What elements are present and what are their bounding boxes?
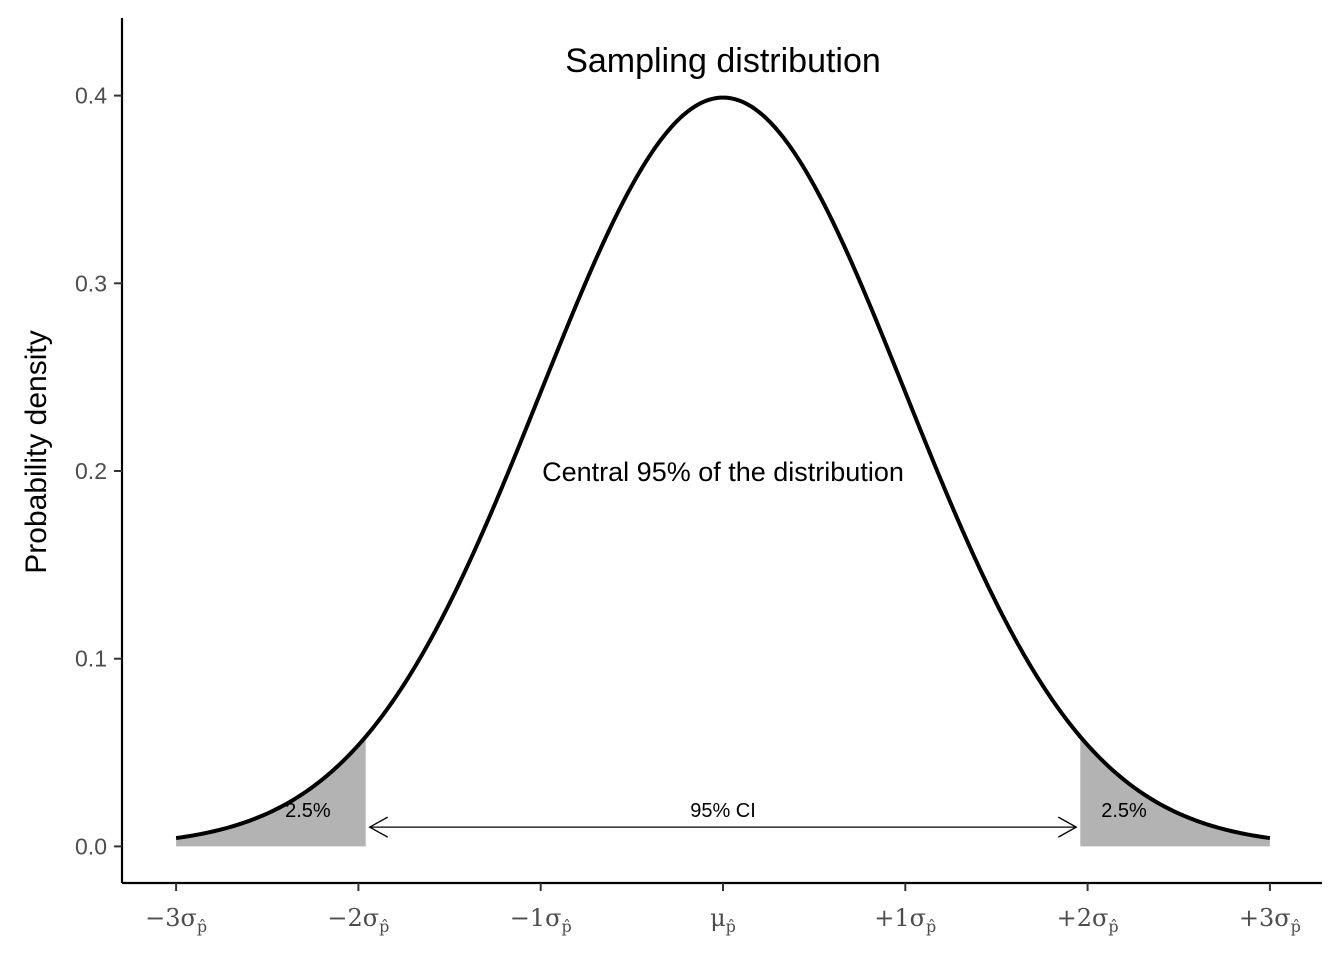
y-tick-label: 0.2 — [75, 458, 107, 484]
tail-percent-label-1: 2.5% — [285, 800, 331, 822]
x-tick-label: +1σp̂ — [874, 904, 936, 936]
y-tick-label: 0.4 — [75, 83, 107, 109]
tail-area-1 — [176, 736, 366, 847]
x-tick-label-main: −3σ — [145, 904, 197, 932]
y-tick-label: 0.0 — [75, 833, 107, 859]
x-tick-label-main: μ — [710, 904, 726, 932]
tail-shading — [176, 736, 1270, 847]
x-tick-label-subscript: p̂ — [1291, 917, 1301, 936]
ci-label: 95% CI — [690, 800, 756, 822]
axes — [120, 18, 1322, 885]
y-tick-label: 0.1 — [75, 646, 107, 672]
x-tick-label-main: +2σ — [1057, 904, 1109, 932]
x-tick-label-main: +3σ — [1239, 904, 1291, 932]
x-tick-label: +2σp̂ — [1057, 904, 1119, 936]
ci-arrow-head-right — [1057, 816, 1078, 838]
annotations: Central 95% of the distribution 2.5% 2.5% 9… — [285, 457, 1147, 838]
x-tick-label: −1σp̂ — [510, 904, 572, 936]
x-tick-label-subscript: p̂ — [197, 917, 207, 936]
x-tick-label: +3σp̂ — [1239, 904, 1301, 936]
x-tick-label-subscript: p̂ — [1108, 917, 1118, 936]
x-tick-label: μp̂ — [710, 904, 736, 936]
x-tick-label-main: −2σ — [327, 904, 379, 932]
x-tick-label-subscript: p̂ — [561, 917, 571, 936]
chart-title: Sampling distribution — [565, 42, 881, 80]
x-tick-label-subscript: p̂ — [926, 917, 936, 936]
y-axis-title: Probability density — [20, 330, 53, 573]
y-tick-label: 0.3 — [75, 270, 107, 296]
x-tick-label: −3σp̂ — [145, 904, 207, 936]
x-tick-label: −2σp̂ — [327, 904, 389, 936]
tail-percent-label-2: 2.5% — [1101, 800, 1147, 822]
tail-area-2 — [1080, 736, 1270, 847]
x-tick-label-main: +1σ — [874, 904, 926, 932]
central-annotation: Central 95% of the distribution — [542, 457, 904, 487]
x-tick-label-main: −1σ — [510, 904, 562, 932]
x-tick-label-subscript: p̂ — [726, 917, 736, 936]
density-curve — [175, 95, 1271, 841]
axis-ticks: 0.00.10.20.30.4−3σp̂ −2σp̂ −1σp̂ μp̂ +1σp̂ +2… — [75, 83, 1301, 936]
ci-arrow-head-left — [368, 816, 389, 838]
x-tick-label-subscript: p̂ — [379, 917, 389, 936]
